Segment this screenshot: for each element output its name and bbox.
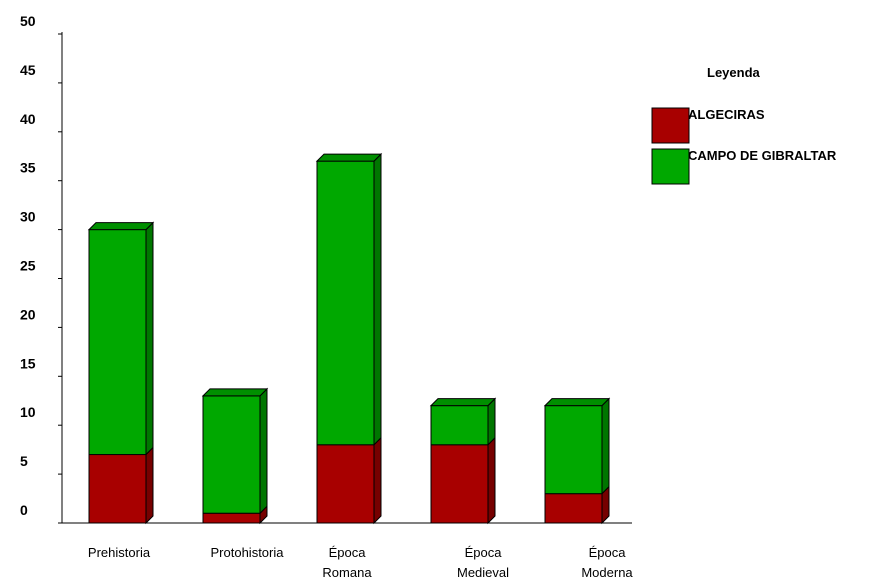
bar-front	[202, 512, 261, 524]
legend-label: ALGECIRAS	[688, 107, 765, 122]
bar-front	[316, 160, 375, 446]
y-tick-label: 25	[20, 258, 36, 274]
bar-top	[315, 153, 383, 162]
legend-label: CAMPO DE GIBRALTAR	[688, 148, 837, 163]
bar-side	[487, 436, 496, 525]
legend-swatch	[651, 107, 690, 144]
y-tick-label: 20	[20, 306, 36, 322]
bar-front	[544, 405, 603, 495]
bar-front	[544, 493, 603, 524]
bar-segment-campo-de-gibraltar	[316, 152, 382, 446]
y-tick-label: 40	[20, 111, 36, 127]
legend-swatch	[651, 148, 690, 185]
bar-front	[202, 395, 261, 514]
y-tick-label: 5	[20, 453, 28, 469]
bar-top	[429, 398, 497, 407]
bars	[87, 152, 611, 525]
axes: 0 5 10 15 20 25 30 35 40 45 50 Prehistoria Protohist…	[20, 13, 633, 580]
bar-top	[543, 398, 611, 407]
bar-top	[201, 388, 269, 397]
bar-side	[487, 397, 496, 446]
legend-title: Leyenda	[707, 65, 761, 80]
x-tick-label: Época Moderna	[581, 545, 633, 580]
y-tick-label: 45	[20, 62, 36, 78]
bar-segment-algeciras	[544, 485, 610, 525]
y-tick-label: 35	[20, 160, 36, 176]
bar-segment-algeciras	[430, 436, 496, 525]
bar-segment-campo-de-gibraltar	[430, 397, 496, 446]
bar-side	[145, 446, 154, 525]
bar-top	[87, 222, 155, 231]
y-tick-label: 50	[20, 13, 36, 29]
bar-front	[430, 444, 489, 524]
x-tick-label: Protohistoria	[211, 545, 285, 560]
bar-side	[601, 397, 610, 495]
bar-front	[430, 405, 489, 446]
x-tick-label: Época Medieval	[457, 545, 509, 580]
y-tick-label: 0	[20, 502, 28, 518]
x-tick-label: Prehistoria	[88, 545, 151, 560]
bar-side	[373, 436, 382, 525]
bar-front	[88, 229, 147, 456]
bar-front	[316, 444, 375, 524]
bar-segment-campo-de-gibraltar	[202, 387, 268, 515]
y-tick-label: 15	[20, 355, 36, 371]
bar-side	[373, 152, 382, 446]
bar-front	[88, 454, 147, 524]
x-tick-label: Época Romana	[322, 545, 372, 580]
bar-segment-algeciras	[88, 446, 154, 525]
legend: Leyenda ALGECIRAS CAMPO DE GIBRALTAR	[651, 65, 837, 185]
bar-segment-campo-de-gibraltar	[544, 397, 610, 495]
bar-segment-campo-de-gibraltar	[88, 221, 154, 456]
bar-side	[259, 387, 268, 515]
y-tick-label: 30	[20, 209, 36, 225]
y-tick-label: 10	[20, 404, 36, 420]
bar-segment-algeciras	[316, 436, 382, 525]
bar-side	[145, 221, 154, 456]
